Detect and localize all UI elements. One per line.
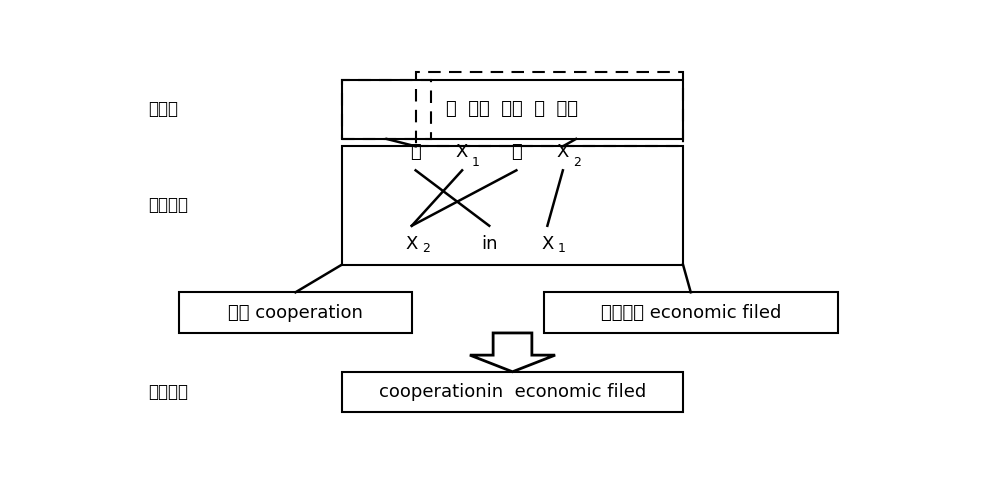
Polygon shape [470, 333, 555, 372]
Text: 1: 1 [472, 156, 480, 169]
Text: 合作 cooperation: 合作 cooperation [228, 304, 363, 322]
FancyBboxPatch shape [544, 292, 838, 333]
Text: X: X [456, 143, 468, 161]
Text: 的: 的 [511, 143, 522, 161]
Text: 在: 在 [410, 143, 421, 161]
Text: 经济领域 economic filed: 经济领域 economic filed [601, 304, 781, 322]
Text: X: X [557, 143, 569, 161]
Text: 源语言: 源语言 [148, 100, 178, 119]
Text: 2: 2 [573, 156, 581, 169]
Text: 在  经济  领域  的  合作: 在 经济 领域 的 合作 [446, 100, 578, 119]
Text: 2: 2 [422, 241, 430, 255]
Text: 目标语言: 目标语言 [148, 383, 188, 401]
Text: 1: 1 [557, 241, 565, 255]
Text: 翻译模式: 翻译模式 [148, 196, 188, 215]
FancyBboxPatch shape [179, 292, 412, 333]
FancyBboxPatch shape [342, 80, 683, 139]
FancyBboxPatch shape [342, 372, 683, 412]
FancyBboxPatch shape [342, 146, 683, 264]
Text: in: in [481, 235, 498, 253]
Text: cooperationin  economic filed: cooperationin economic filed [379, 383, 646, 401]
Text: X: X [406, 235, 418, 253]
Text: X: X [541, 235, 554, 253]
